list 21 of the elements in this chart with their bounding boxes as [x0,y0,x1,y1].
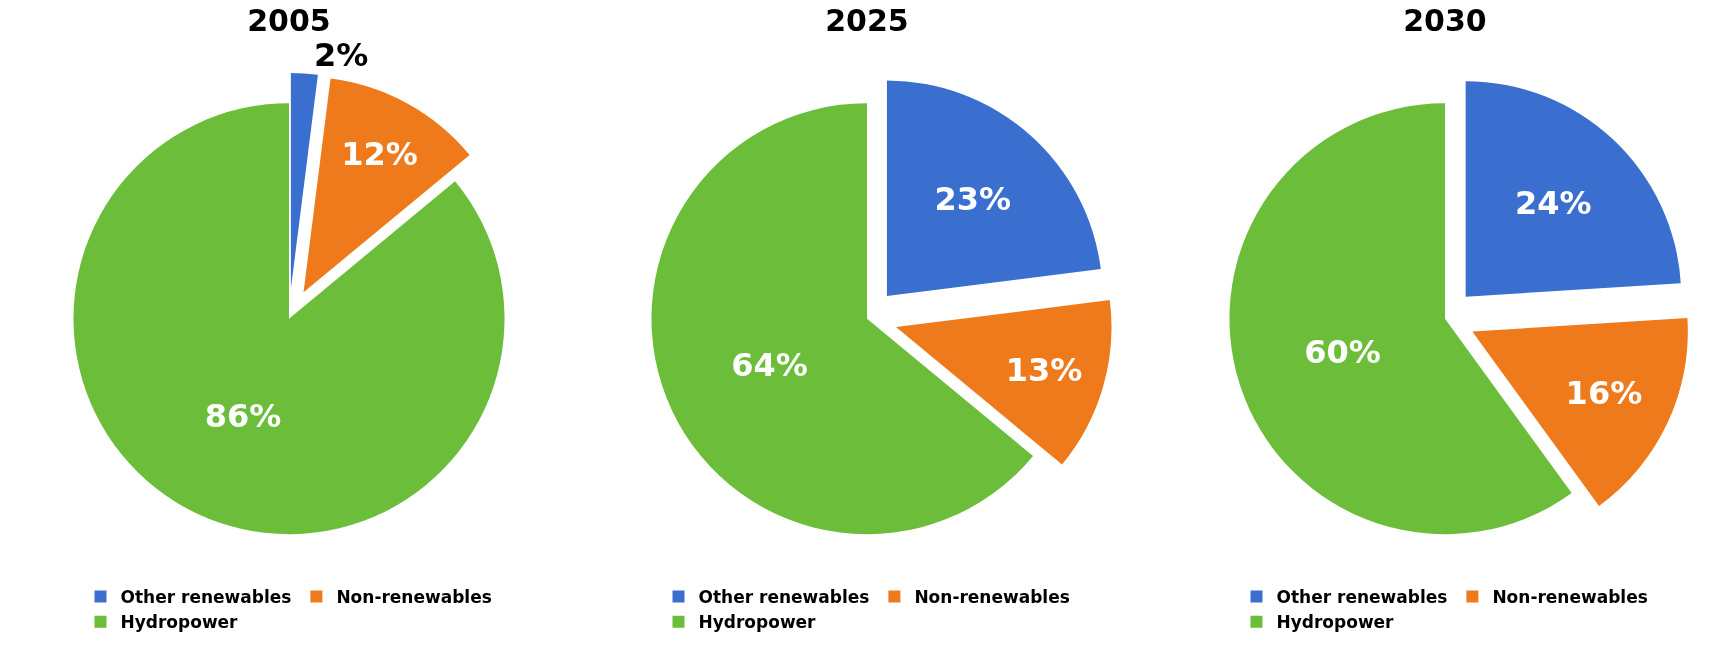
legend-label: Hydropower [1276,612,1395,633]
legend-label: Other renewables [120,587,292,608]
chart-title: 2025 [825,2,909,38]
legend-label: Other renewables [698,587,870,608]
legend-label: Hydropower [120,612,239,633]
data-label: 16% [1565,374,1643,413]
data-label: 23% [934,179,1012,218]
chart-title: 2005 [247,2,331,38]
data-label: 60% [1304,333,1381,371]
data-label: 12% [341,135,418,174]
legend-label: Other renewables [1276,587,1448,608]
data-label: 2% [313,35,369,74]
data-label: 13% [1005,351,1083,390]
legend-label: Non-renewables [914,587,1070,608]
legend-label: Hydropower [698,612,817,633]
chart-title: 2030 [1403,2,1487,38]
legend-label: Non-renewables [336,587,492,608]
data-label: 24% [1514,184,1592,223]
legend-label: Non-renewables [1492,587,1648,608]
data-label: 64% [731,345,808,384]
data-label: 86% [204,397,282,436]
